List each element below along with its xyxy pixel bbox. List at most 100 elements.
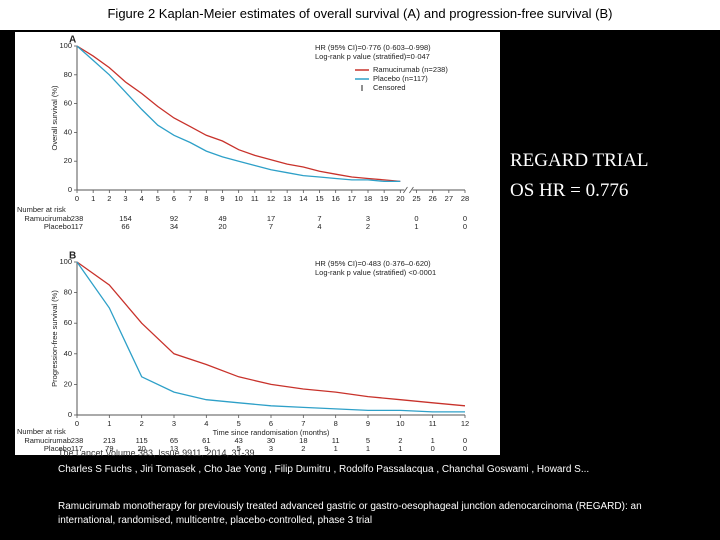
axis-break-mark bbox=[403, 186, 408, 194]
y-axis-label: Progression-free survival (%) bbox=[50, 290, 59, 387]
risk-value: 92 bbox=[170, 214, 178, 223]
x-tick-label: 16 bbox=[331, 194, 339, 203]
x-tick-label: 4 bbox=[140, 194, 144, 203]
risk-value: 79 bbox=[105, 444, 113, 453]
x-tick-label: 5 bbox=[237, 419, 241, 428]
x-tick-label: 8 bbox=[334, 419, 338, 428]
risk-value: 17 bbox=[267, 214, 275, 223]
risk-value: 1 bbox=[431, 436, 435, 445]
survival-curve bbox=[76, 45, 401, 183]
risk-value: 11 bbox=[332, 436, 340, 445]
risk-title: Number at risk bbox=[17, 427, 66, 436]
x-tick-label: 0 bbox=[75, 194, 79, 203]
article-title: Ramucirumab monotherapy for previously t… bbox=[58, 501, 642, 526]
x-tick-label: 0 bbox=[75, 419, 79, 428]
x-tick-label: 2 bbox=[107, 194, 111, 203]
risk-value: 61 bbox=[202, 436, 210, 445]
citation: The Lancet Volume 383, Issue 9911, 2014,… bbox=[58, 448, 255, 458]
risk-row-name: Placebo bbox=[44, 444, 71, 453]
y-tick-label: 60 bbox=[64, 318, 72, 327]
x-tick-label: 7 bbox=[188, 194, 192, 203]
risk-value: 2 bbox=[366, 222, 370, 231]
y-tick-label: 60 bbox=[64, 99, 72, 108]
y-tick-label: 100 bbox=[59, 41, 72, 50]
figure-background bbox=[15, 32, 500, 455]
risk-value: 7 bbox=[269, 222, 273, 231]
risk-value: 18 bbox=[299, 436, 307, 445]
risk-value: 3 bbox=[269, 444, 273, 453]
x-tick-label: 10 bbox=[396, 419, 404, 428]
risk-value: 2 bbox=[398, 436, 402, 445]
x-tick-label: 14 bbox=[299, 194, 307, 203]
survival-curve bbox=[76, 261, 466, 407]
x-tick-label: 18 bbox=[364, 194, 372, 203]
risk-value: 0 bbox=[463, 214, 467, 223]
risk-value: 4 bbox=[317, 222, 321, 231]
risk-value: 2 bbox=[301, 444, 305, 453]
risk-value: 43 bbox=[234, 436, 242, 445]
risk-value: 5 bbox=[366, 436, 370, 445]
risk-value: 49 bbox=[218, 214, 226, 223]
risk-value: 20 bbox=[137, 444, 145, 453]
annotation: Log-rank p value (stratified)=0·047 bbox=[315, 52, 430, 61]
x-tick-label: 2 bbox=[140, 419, 144, 428]
x-tick-label: 6 bbox=[172, 194, 176, 203]
annotation: Log-rank p value (stratified) <0·0001 bbox=[315, 268, 436, 277]
x-tick-label: 9 bbox=[366, 419, 370, 428]
risk-value: 20 bbox=[218, 222, 226, 231]
x-tick-label: 13 bbox=[283, 194, 291, 203]
y-tick-label: 100 bbox=[59, 257, 72, 266]
x-tick-label: 20 bbox=[396, 194, 404, 203]
risk-value: 1 bbox=[398, 444, 402, 453]
risk-value: 1 bbox=[414, 222, 418, 231]
x-tick-label: 11 bbox=[429, 419, 437, 428]
side-text: OS HR = 0.776 bbox=[510, 180, 629, 201]
risk-value: 213 bbox=[103, 436, 116, 445]
y-tick-label: 0 bbox=[68, 185, 72, 194]
legend-label: Censored bbox=[373, 83, 406, 92]
risk-value: 154 bbox=[119, 214, 132, 223]
risk-value: 66 bbox=[121, 222, 129, 231]
survival-curve bbox=[76, 261, 465, 413]
risk-value: 117 bbox=[71, 444, 83, 453]
risk-value: 238 bbox=[71, 436, 84, 445]
x-tick-label: 5 bbox=[156, 194, 160, 203]
risk-value: 13 bbox=[170, 444, 178, 453]
risk-value: 65 bbox=[170, 436, 178, 445]
x-tick-label: 12 bbox=[267, 194, 275, 203]
x-tick-label: 15 bbox=[315, 194, 323, 203]
risk-value: 30 bbox=[267, 436, 275, 445]
slide-title: Figure 2 Kaplan-Meier estimates of overa… bbox=[0, 0, 720, 30]
x-tick-label: 6 bbox=[269, 419, 273, 428]
risk-value: 0 bbox=[431, 444, 435, 453]
x-tick-label: 27 bbox=[445, 194, 453, 203]
risk-value: 34 bbox=[170, 222, 178, 231]
annotation: HR (95% CI)=0·776 (0·603–0·998) bbox=[315, 43, 431, 52]
y-tick-label: 20 bbox=[64, 156, 72, 165]
x-tick-label: 12 bbox=[461, 419, 469, 428]
x-axis-label: Time since randomisation (months) bbox=[213, 428, 330, 437]
y-tick-label: 40 bbox=[64, 127, 72, 136]
axis-break bbox=[404, 187, 413, 193]
annotation: HR (95% CI)=0·483 (0·376–0·620) bbox=[315, 259, 431, 268]
risk-value: 3 bbox=[366, 214, 370, 223]
risk-row-name: Placebo bbox=[44, 222, 71, 231]
x-tick-label: 7 bbox=[301, 419, 305, 428]
legend-label: Ramucirumab (n=238) bbox=[373, 65, 448, 74]
risk-row-name: Ramucirumab bbox=[24, 214, 71, 223]
x-tick-label: 11 bbox=[251, 194, 259, 203]
risk-value: 1 bbox=[334, 444, 338, 453]
x-tick-label: 19 bbox=[380, 194, 388, 203]
y-tick-label: 80 bbox=[64, 288, 72, 297]
risk-value: 0 bbox=[463, 222, 467, 231]
y-tick-label: 20 bbox=[64, 379, 72, 388]
y-tick-label: 80 bbox=[64, 70, 72, 79]
x-tick-label: 28 bbox=[461, 194, 469, 203]
x-tick-label: 17 bbox=[348, 194, 356, 203]
x-tick-label: 8 bbox=[204, 194, 208, 203]
survival-curve bbox=[76, 45, 401, 183]
risk-value: 117 bbox=[71, 222, 83, 231]
panel-label: A bbox=[69, 35, 76, 46]
